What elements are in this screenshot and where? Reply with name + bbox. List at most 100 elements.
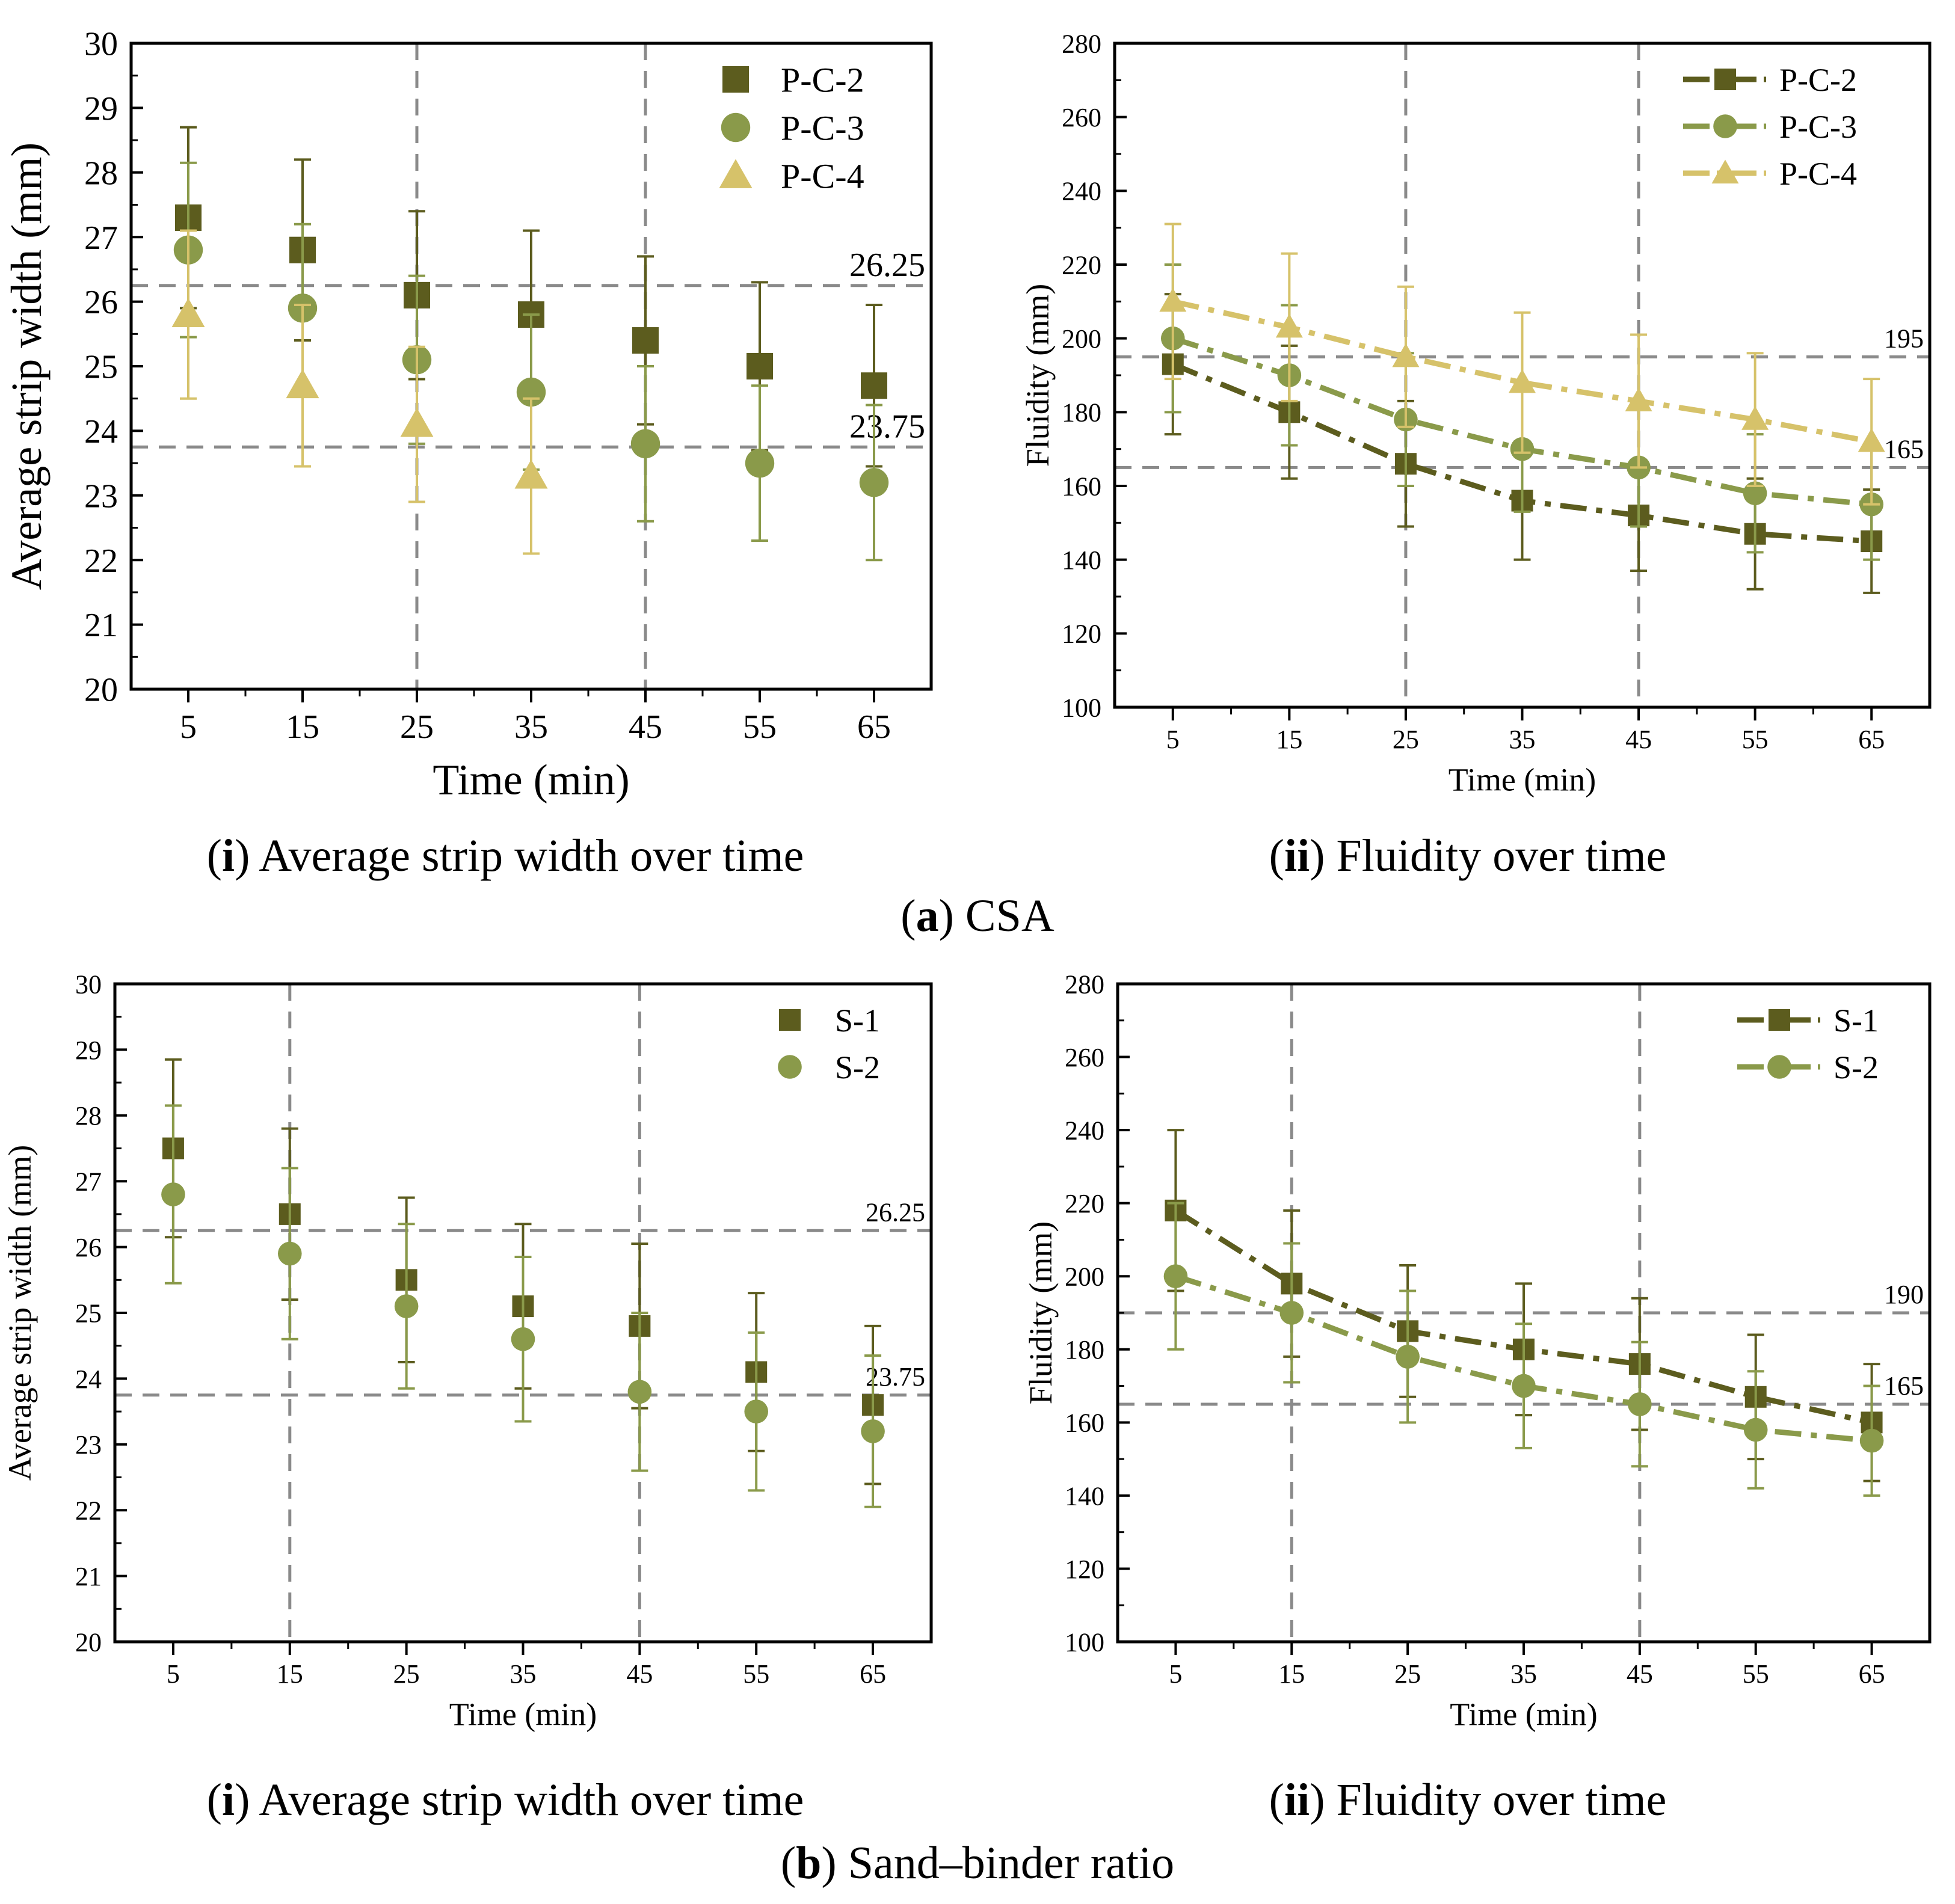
y-tick-label: 30 <box>84 26 118 63</box>
point-S-2 <box>627 1380 652 1404</box>
caption-a-ii: (ii) Fluidity over time <box>1269 831 1667 881</box>
point-P-C-3 <box>630 429 660 459</box>
x-tick-label: 15 <box>1278 1659 1305 1689</box>
x-tick-label: 5 <box>1169 1659 1182 1689</box>
y-tick-label: 260 <box>1062 103 1101 132</box>
y-tick-label: 280 <box>1065 969 1104 999</box>
hline-label-23.75: 23.75 <box>866 1362 925 1392</box>
y-tick-label: 160 <box>1062 471 1101 501</box>
x-tick-label: 5 <box>180 708 197 746</box>
y-tick-label: 24 <box>75 1365 102 1394</box>
x-axis-label: Time (min) <box>433 755 629 803</box>
y-tick-label: 180 <box>1062 398 1101 428</box>
legend-label-P-C-4: P-C-4 <box>781 156 864 195</box>
point-P-C-4 <box>514 459 548 489</box>
chart-a-i: 26.25 23.75 20 21 22 23 24 25 26 27 28 29 30 5 15 25 35 4… <box>2 26 933 803</box>
y-tick-label: 160 <box>1065 1408 1104 1438</box>
x-tick-label: 35 <box>514 708 548 746</box>
legend-marker-P-C-2 <box>722 66 749 93</box>
caption-b-ii: (ii) Fluidity over time <box>1269 1775 1667 1825</box>
y-tick-label: 26 <box>84 284 118 321</box>
y-tick-label: 120 <box>1062 619 1101 649</box>
legend: P-C-2 P-C-3 P-C-4 <box>1683 62 1857 192</box>
y-tick-label: 100 <box>1065 1627 1104 1657</box>
legend-label-P-C-3: P-C-3 <box>1779 109 1857 145</box>
point-S-2 <box>277 1241 302 1266</box>
x-tick-label: 45 <box>1627 1659 1653 1689</box>
point-S-2 <box>1628 1392 1652 1416</box>
legend: S-1S-2 <box>778 1003 880 1086</box>
hline-label-26.25: 26.25 <box>849 247 925 284</box>
y-tick-label: 23 <box>84 478 118 515</box>
point-S-2 <box>511 1327 535 1351</box>
y-tick-label: 29 <box>84 90 118 127</box>
hline-label-165: 165 <box>1884 1371 1924 1401</box>
x-tick-label: 65 <box>857 708 891 746</box>
y-tick-label: 20 <box>84 672 118 709</box>
x-tick-label: 5 <box>167 1659 180 1689</box>
y-tick-label: 140 <box>1065 1481 1104 1511</box>
legend: P-C-2 P-C-3 P-C-4 <box>719 60 864 195</box>
y-tick-label: 180 <box>1065 1335 1104 1365</box>
x-axis-label: Time (min) <box>1449 761 1596 797</box>
point-S-2 <box>1859 1428 1884 1453</box>
legend-label-P-C-3: P-C-3 <box>781 108 864 147</box>
x-tick-label: 55 <box>1742 725 1769 754</box>
y-tick-label: 280 <box>1062 29 1101 58</box>
x-tick-label: 45 <box>629 708 662 746</box>
legend-label-P-C-4: P-C-4 <box>1779 156 1857 192</box>
y-axis-label: Average strip width (mm) <box>2 143 51 590</box>
y-tick-label: 20 <box>75 1627 102 1657</box>
y-tick-label: 21 <box>75 1562 102 1591</box>
point-P-C-4 <box>1509 369 1536 393</box>
point-P-C-4 <box>1858 428 1885 452</box>
legend: S-1S-2 <box>1737 1003 1879 1086</box>
x-tick-label: 25 <box>1393 725 1419 754</box>
y-tick-label: 23 <box>75 1430 102 1460</box>
point-P-C-4 <box>1741 406 1769 430</box>
hline-label-23.75: 23.75 <box>849 408 925 445</box>
y-tick-label: 200 <box>1062 324 1101 354</box>
y-tick-label: 30 <box>75 969 102 999</box>
x-tick-label: 15 <box>1276 725 1302 754</box>
legend-marker-P-C-2 <box>1714 69 1736 90</box>
y-axis-label: Fluidity (mm) <box>1023 1221 1059 1405</box>
point-P-C-4 <box>286 369 319 399</box>
x-axis-label: Time (min) <box>1450 1696 1598 1732</box>
chart-b-ii: 190 165 100 120 140 160 180 200 220 240 260 280 5 15 2… <box>1023 969 1932 1732</box>
x-tick-label: 55 <box>743 1659 769 1689</box>
point-P-C-3 <box>859 468 889 497</box>
chart-b-i: 26.25 23.75 20 21 22 23 24 25 26 27 28 29 30 5 15 25 35 4… <box>2 969 933 1732</box>
point-P-C-4 <box>1159 287 1187 312</box>
x-tick-label: 15 <box>277 1659 303 1689</box>
y-tick-label: 260 <box>1065 1043 1104 1072</box>
legend-label-P-C-2: P-C-2 <box>781 60 864 99</box>
y-tick-label: 22 <box>75 1496 102 1526</box>
point-S-2 <box>1163 1264 1188 1289</box>
x-tick-label: 15 <box>286 708 319 746</box>
x-tick-label: 45 <box>1625 725 1652 754</box>
point-P-C-4 <box>1275 313 1303 338</box>
y-tick-label: 25 <box>84 349 118 386</box>
legend-label-S-1: S-1 <box>1833 1003 1879 1039</box>
legend-label-S-2: S-2 <box>1833 1049 1879 1086</box>
point-P-C-3 <box>745 448 775 478</box>
y-tick-label: 28 <box>75 1101 102 1131</box>
legend-marker-P-C-3 <box>1713 114 1737 138</box>
hline-label-195: 195 <box>1884 324 1924 353</box>
point-S-2 <box>1743 1417 1768 1442</box>
y-tick-label: 140 <box>1062 545 1101 575</box>
x-axis-label: Time (min) <box>449 1696 597 1732</box>
x-tick-label: 65 <box>1859 1659 1885 1689</box>
legend-marker-S-1 <box>779 1009 801 1031</box>
series-P-C-4 <box>171 229 548 555</box>
caption-panel-b: (b) Sand–binder ratio <box>780 1838 1175 1888</box>
point-P-C-4 <box>1625 387 1652 412</box>
y-tick-label: 200 <box>1065 1262 1104 1292</box>
hline-label-26.25: 26.25 <box>866 1197 925 1227</box>
hline-label-165: 165 <box>1884 434 1924 464</box>
legend-label-P-C-2: P-C-2 <box>1779 62 1857 98</box>
y-tick-label: 120 <box>1065 1555 1104 1584</box>
legend-label-S-2: S-2 <box>835 1049 880 1086</box>
legend-marker-P-C-3 <box>721 112 751 143</box>
